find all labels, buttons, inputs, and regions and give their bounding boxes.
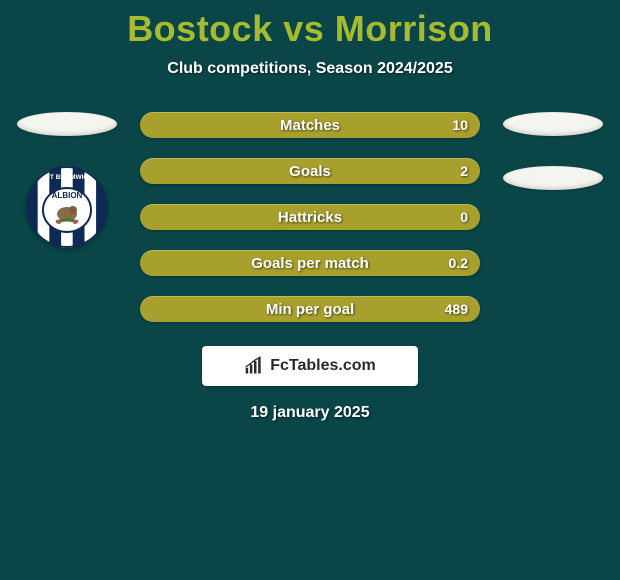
stats-column: Matches 10 Goals 2 Hattricks 0 Goals per…: [140, 112, 480, 322]
stat-right-value: 10: [452, 117, 468, 133]
date-text: 19 january 2025: [0, 404, 620, 422]
player2-club-placeholder: [503, 166, 603, 190]
bars-icon: [244, 356, 264, 376]
player1-photo-placeholder: [17, 112, 117, 136]
stat-right-value: 2: [460, 163, 468, 179]
stat-right-value: 0: [460, 209, 468, 225]
stat-bar-min-per-goal: Min per goal 489: [140, 296, 480, 322]
player1-name: Bostock: [127, 8, 273, 49]
page-title: Bostock vs Morrison: [0, 0, 620, 50]
subtitle: Club competitions, Season 2024/2025: [0, 60, 620, 78]
brand-text: FcTables.com: [270, 357, 376, 375]
stat-right-value: 489: [445, 301, 468, 317]
svg-text:ALBION: ALBION: [52, 191, 83, 200]
stat-label: Goals per match: [251, 255, 369, 272]
player2-photo-placeholder: [503, 112, 603, 136]
stat-bar-hattricks: Hattricks 0: [140, 204, 480, 230]
brand-box[interactable]: FcTables.com: [202, 346, 418, 386]
left-column: EST BROMWICH ALBION: [12, 112, 122, 248]
content-row: EST BROMWICH ALBION Matches 1: [0, 112, 620, 322]
player2-name: Morrison: [335, 8, 493, 49]
svg-text:EST BROMWICH: EST BROMWICH: [41, 174, 93, 181]
stat-bar-matches: Matches 10: [140, 112, 480, 138]
stat-label: Matches: [280, 117, 340, 134]
albion-badge-svg: EST BROMWICH ALBION: [26, 166, 108, 248]
stat-label: Min per goal: [266, 301, 354, 318]
stat-bar-goals-per-match: Goals per match 0.2: [140, 250, 480, 276]
stat-bar-goals: Goals 2: [140, 158, 480, 184]
stat-right-value: 0.2: [449, 255, 468, 271]
vs-text: vs: [283, 8, 324, 49]
comparison-infographic: Bostock vs Morrison Club competitions, S…: [0, 0, 620, 580]
stat-label: Goals: [289, 163, 331, 180]
stat-label: Hattricks: [278, 209, 342, 226]
player1-club-badge: EST BROMWICH ALBION: [26, 166, 108, 248]
right-column: [498, 112, 608, 190]
